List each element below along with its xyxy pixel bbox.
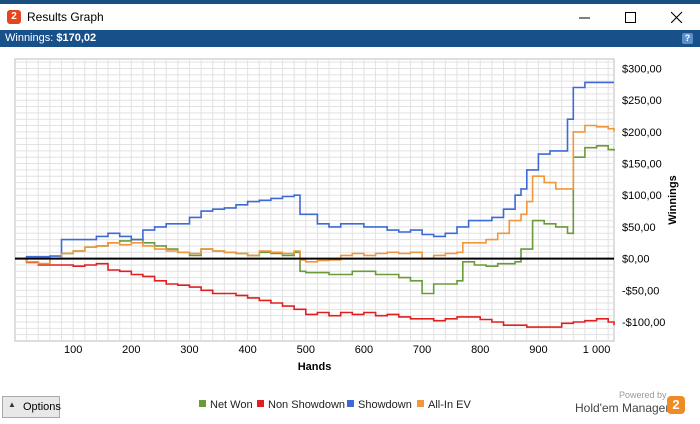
- legend-item[interactable]: Showdown: [347, 399, 412, 411]
- status-bar: Winnings: $170,02 ?: [0, 30, 700, 47]
- brand-logo-icon: 2: [667, 396, 685, 414]
- x-tick-label: 200: [122, 344, 140, 356]
- legend-swatch: [347, 400, 354, 407]
- legend-label: Net Won: [210, 399, 253, 411]
- x-tick-label: 700: [413, 344, 431, 356]
- y-tick-label: $100,00: [622, 190, 662, 202]
- title-bar: 2 Results Graph: [0, 4, 700, 30]
- chart-svg: 100 200 300 400 500 600 700 800 900 1 000 -$100,00…: [14, 58, 679, 373]
- legend-swatch: [199, 400, 206, 407]
- legend-swatch: [417, 400, 424, 407]
- powered-by-text: Powered by: [619, 390, 667, 400]
- top-strip: [0, 0, 700, 4]
- legend-swatch: [257, 400, 264, 407]
- y-tick-label: $300,00: [622, 64, 662, 76]
- winnings-value: $170,02: [56, 32, 97, 44]
- x-tick-label: 500: [297, 344, 315, 356]
- winnings-label: Winnings:: [5, 32, 54, 44]
- series-line-non-showdown: [15, 257, 615, 328]
- minimize-icon: [579, 17, 590, 19]
- x-tick-label: 900: [529, 344, 547, 356]
- x-tick-label: 300: [180, 344, 198, 356]
- y-tick-label: $0,00: [622, 254, 650, 266]
- options-label: Options: [23, 401, 61, 413]
- y-tick-label: -$100,00: [622, 317, 665, 329]
- y-axis-label: Winnings: [667, 175, 679, 224]
- y-tick-label: -$50,00: [622, 285, 659, 297]
- results-chart: 100 200 300 400 500 600 700 800 900 1 000 -$100,00…: [0, 47, 700, 392]
- close-button[interactable]: [654, 4, 700, 30]
- y-tick-label: $200,00: [622, 127, 662, 139]
- close-icon: [671, 11, 683, 23]
- x-tick-label: 600: [355, 344, 373, 356]
- y-tick-label: $150,00: [622, 159, 662, 171]
- app-icon: 2: [7, 10, 21, 24]
- legend-item[interactable]: Net Won: [199, 399, 253, 411]
- y-tick-label: $50,00: [622, 222, 656, 234]
- x-tick-label: 100: [64, 344, 82, 356]
- series-line-all-in-ev: [15, 124, 615, 265]
- x-axis-label: Hands: [298, 361, 332, 373]
- options-button[interactable]: ▲ Options: [2, 396, 61, 418]
- x-tick-label: 1 000: [583, 344, 611, 356]
- legend-label: All-In EV: [428, 399, 471, 411]
- legend-label: Showdown: [358, 399, 412, 411]
- maximize-icon: [625, 12, 636, 23]
- minimize-button[interactable]: [562, 4, 608, 30]
- triangle-up-icon: ▲: [8, 400, 16, 409]
- x-tick-label: 800: [471, 344, 489, 356]
- window-title: Results Graph: [27, 10, 104, 24]
- y-tick-label: $250,00: [622, 95, 662, 107]
- chart-legend: Net Won Non Showdown Showdown All-In EV: [0, 399, 700, 413]
- series-line-showdown: [15, 81, 614, 260]
- legend-label: Non Showdown: [268, 399, 346, 411]
- legend-item[interactable]: All-In EV: [417, 399, 471, 411]
- brand-name: Hold'em Manager: [575, 401, 670, 415]
- legend-item[interactable]: Non Showdown: [257, 399, 345, 411]
- x-tick-label: 400: [238, 344, 256, 356]
- maximize-button[interactable]: [608, 4, 654, 30]
- winnings-status: Winnings: $170,02: [5, 32, 96, 44]
- help-icon[interactable]: ?: [682, 33, 693, 44]
- plot-area: [14, 58, 615, 342]
